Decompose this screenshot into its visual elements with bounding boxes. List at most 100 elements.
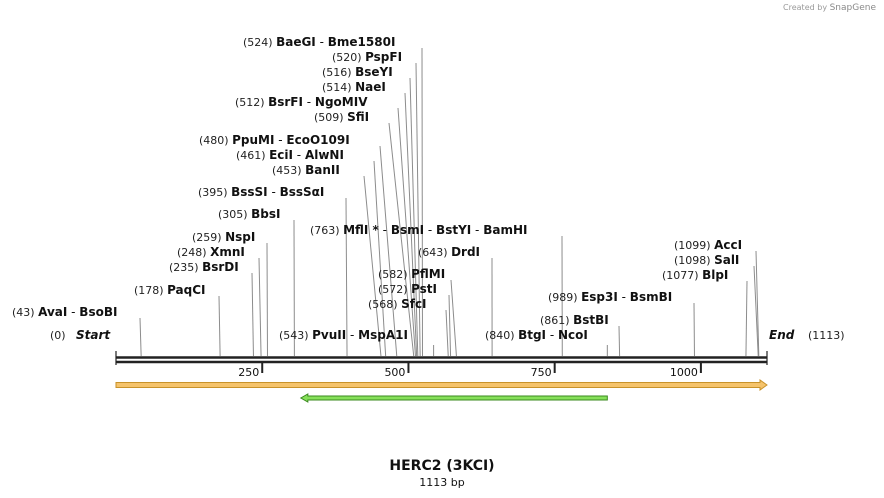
snapgene-brand: SnapGene: [829, 3, 876, 13]
site-label-bsrdi: (235) BsrDI: [169, 260, 239, 274]
site-label-bsrfi: (512) BsrFI - NgoMIV: [235, 95, 368, 109]
site-label-btgi: (840) BtgI - NcoI: [485, 328, 588, 342]
site-line-naei: [404, 92, 418, 357]
enzyme-name: DrdI: [451, 245, 480, 259]
site-label-ppumi: (480) PpuMI - EcoO109I: [199, 133, 350, 147]
site-line-sfci: [445, 309, 449, 357]
site-position: (235): [169, 261, 202, 274]
site-line-bseyi: [409, 77, 419, 357]
enzyme-name: BsrFI: [268, 95, 303, 109]
site-line-bsrdi: [251, 272, 254, 357]
site-position: (514): [322, 81, 355, 94]
enzyme-name: PvuII: [312, 328, 346, 342]
enzyme-name: AvaI: [38, 305, 67, 319]
site-line-bstbi: [618, 325, 621, 357]
axis-tick-label-500: 500: [384, 366, 405, 379]
site-line-avai: [139, 317, 142, 357]
site-position: (453): [272, 164, 305, 177]
site-label-bbsi: (305) BbsI: [218, 207, 280, 221]
enzyme-name: Esp3I: [581, 290, 618, 304]
site-position: (643): [418, 246, 451, 259]
site-separator: -: [67, 305, 79, 319]
site-separator: -: [379, 223, 391, 237]
axis-tick-label-250: 250: [238, 366, 259, 379]
site-position: (178): [134, 284, 167, 297]
end-label: End: [769, 328, 795, 342]
enzyme-name: AccI: [714, 238, 742, 252]
site-label-xmni: (248) XmnI: [177, 245, 245, 259]
enzyme-name: PflMI: [411, 267, 445, 281]
site-line-bsrfi: [397, 107, 416, 357]
enzyme-name: BseYI: [355, 65, 393, 79]
sequence-title: HERC2 (3KCI): [389, 458, 495, 474]
site-separator: -: [293, 148, 305, 162]
site-label-pvuii: (543) PvuII - MspA1I: [279, 328, 408, 342]
site-label-pspfi: (520) PspFI: [332, 50, 402, 64]
site-line-banii: [363, 175, 382, 357]
site-position: (516): [322, 66, 355, 79]
site-label-bstbi: (861) BstBI: [540, 313, 609, 327]
site-label-mfli: (763) MflI * - BsmI - BstYI - BamHI: [310, 223, 527, 237]
enzyme-name: XmnI: [210, 245, 245, 259]
site-line-ppumi: [379, 145, 398, 357]
site-separator: -: [346, 328, 358, 342]
site-position: (572): [378, 283, 411, 296]
enzyme-name: BsmI: [391, 223, 424, 237]
enzyme-name: MspA1I: [358, 328, 408, 342]
site-line-psti: [448, 294, 452, 357]
enzyme-name: BanII: [305, 163, 340, 177]
site-label-esp3i: (989) Esp3I - BsmBI: [548, 290, 672, 304]
orange-feature-arrow: [115, 379, 768, 391]
enzyme-name: NgoMIV: [315, 95, 368, 109]
site-position: (395): [198, 186, 231, 199]
enzyme-name: BaeGI: [276, 35, 316, 49]
enzyme-name: BlpI: [702, 268, 728, 282]
enzyme-name: BsrDI: [202, 260, 239, 274]
site-line-acci: [755, 250, 760, 357]
site-position: (512): [235, 96, 268, 109]
site-label-naei: (514) NaeI: [322, 80, 386, 94]
site-position: (568): [368, 298, 401, 311]
site-position: (763): [310, 224, 343, 237]
site-separator: -: [471, 223, 483, 237]
site-separator: -: [274, 133, 286, 147]
site-label-banii: (453) BanII: [272, 163, 340, 177]
site-label-nspi: (259) NspI: [192, 230, 255, 244]
site-label-ecii: (461) EciI - AlwNI: [236, 148, 344, 162]
site-position: (861): [540, 314, 573, 327]
site-position: (43): [12, 306, 38, 319]
snapgene-credit: Created by SnapGene: [783, 3, 876, 13]
site-line-sfii: [388, 122, 415, 357]
sequence-length: 1113 bp: [419, 476, 465, 489]
site-label-psti: (572) PstI: [378, 282, 437, 296]
site-label-paqci: (178) PaqCI: [134, 283, 206, 297]
site-separator: -: [316, 35, 328, 49]
site-position: (305): [218, 208, 251, 221]
site-position: (1098): [674, 254, 714, 267]
site-label-drdi: (643) DrdI: [418, 245, 480, 259]
site-position: (480): [199, 134, 232, 147]
enzyme-name: BstYI: [436, 223, 471, 237]
enzyme-name: BamHI: [483, 223, 527, 237]
site-label-bseyi: (516) BseYI: [322, 65, 393, 79]
credit-prefix: Created by: [783, 3, 828, 12]
site-line-sali: [753, 265, 759, 357]
site-position: (520): [332, 51, 365, 64]
site-position: (1077): [662, 269, 702, 282]
start-position-label: (0): [50, 329, 66, 342]
enzyme-name: BssSαI: [280, 185, 325, 199]
site-separator: -: [424, 223, 436, 237]
enzyme-name: BbsI: [251, 207, 280, 221]
enzyme-name: BtgI: [518, 328, 546, 342]
site-line-xmni: [258, 257, 262, 357]
enzyme-name: SfcI: [401, 297, 426, 311]
site-separator: -: [303, 95, 315, 109]
enzyme-name: AlwNI: [305, 148, 344, 162]
enzyme-name: PspFI: [365, 50, 402, 64]
site-position: (543): [279, 329, 312, 342]
site-line-blpi: [745, 280, 748, 357]
site-position: (1099): [674, 239, 714, 252]
site-line-pspfi: [415, 62, 421, 357]
enzyme-name: BsmBI: [630, 290, 672, 304]
